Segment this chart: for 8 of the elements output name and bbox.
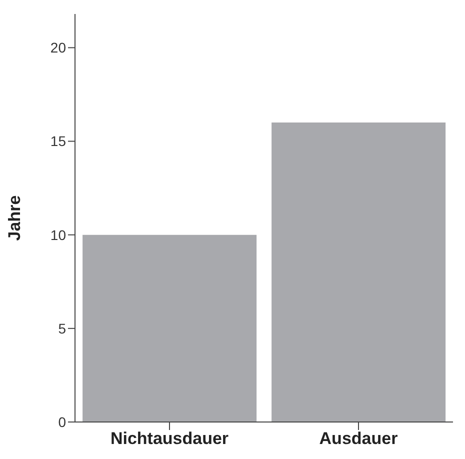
x-tick-label: Nichtausdauer xyxy=(110,429,229,448)
y-tick-label: 20 xyxy=(50,40,66,56)
y-tick-label: 5 xyxy=(58,320,66,336)
x-tick-label: Ausdauer xyxy=(319,429,398,448)
y-tick-label: 15 xyxy=(50,133,66,150)
y-tick-label: 0 xyxy=(58,414,66,430)
y-tick-label: 10 xyxy=(50,226,66,243)
y-axis-title: Jahre xyxy=(5,195,24,241)
